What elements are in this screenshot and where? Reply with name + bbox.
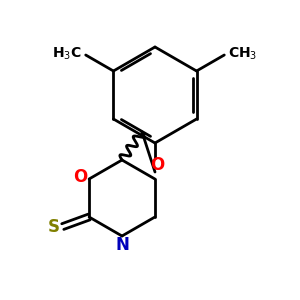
Text: CH$_3$: CH$_3$	[228, 46, 258, 62]
Text: O: O	[73, 168, 87, 186]
Text: O: O	[150, 156, 164, 174]
Text: N: N	[115, 236, 129, 254]
Text: S: S	[48, 218, 60, 236]
Text: H$_3$C: H$_3$C	[52, 46, 82, 62]
